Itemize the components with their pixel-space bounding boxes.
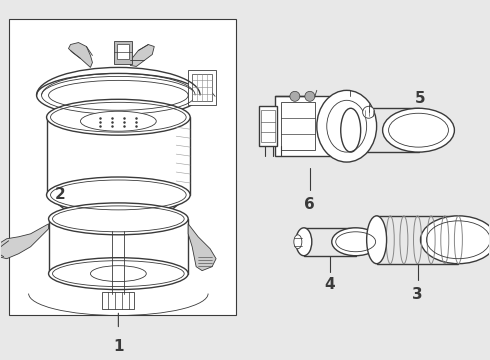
Ellipse shape xyxy=(47,99,190,135)
Ellipse shape xyxy=(363,106,375,118)
Text: 3: 3 xyxy=(412,287,423,302)
Ellipse shape xyxy=(420,216,490,264)
Ellipse shape xyxy=(290,91,300,101)
Bar xyxy=(281,102,315,150)
Polygon shape xyxy=(130,45,154,67)
Bar xyxy=(259,106,277,146)
Text: 1: 1 xyxy=(113,339,123,354)
Ellipse shape xyxy=(49,203,188,235)
Bar xyxy=(102,292,134,310)
Text: 4: 4 xyxy=(324,277,335,292)
Ellipse shape xyxy=(367,216,387,264)
Text: 5: 5 xyxy=(415,91,426,106)
Bar xyxy=(261,110,275,142)
Bar xyxy=(9,19,236,315)
Bar xyxy=(118,44,129,59)
Polygon shape xyxy=(69,42,93,67)
Ellipse shape xyxy=(294,235,302,249)
Ellipse shape xyxy=(317,90,377,162)
Text: 6: 6 xyxy=(304,197,315,212)
Bar xyxy=(114,41,132,64)
Ellipse shape xyxy=(305,91,315,101)
Ellipse shape xyxy=(341,108,361,152)
Ellipse shape xyxy=(37,73,200,117)
Ellipse shape xyxy=(296,228,312,256)
Ellipse shape xyxy=(80,111,156,131)
Ellipse shape xyxy=(49,258,188,289)
Text: 2: 2 xyxy=(55,188,66,202)
Ellipse shape xyxy=(383,108,454,152)
Bar xyxy=(192,75,212,101)
Bar xyxy=(188,71,216,105)
Polygon shape xyxy=(188,224,216,271)
Ellipse shape xyxy=(332,228,380,256)
Ellipse shape xyxy=(47,177,190,213)
Bar xyxy=(275,96,350,156)
Polygon shape xyxy=(0,224,49,259)
